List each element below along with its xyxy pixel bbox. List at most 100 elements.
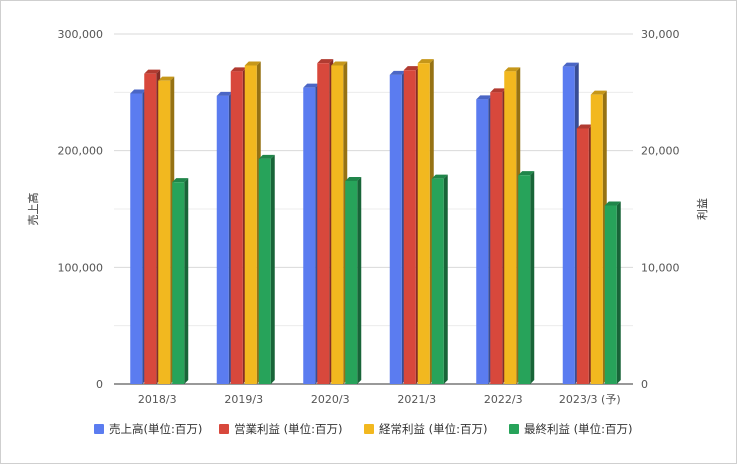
legend-swatch: [219, 424, 229, 434]
bar-face: [389, 74, 402, 384]
bar-face: [230, 71, 243, 384]
legend-swatch: [364, 424, 374, 434]
left-tick-label: 200,000: [58, 145, 104, 158]
bar-top: [576, 124, 593, 129]
bar: [476, 95, 493, 384]
bar: [431, 174, 448, 384]
bar-face: [130, 93, 143, 384]
bar-face: [216, 95, 229, 384]
legend-label: 営業利益 (単位:百万): [234, 422, 343, 436]
bar: [172, 178, 189, 384]
bar: [230, 67, 247, 384]
bar: [403, 66, 420, 385]
left-axis-ticks: 0 100,000 200,000 300,000: [58, 28, 104, 391]
bar-top: [403, 66, 420, 71]
legend-swatch: [509, 424, 519, 434]
legend-label: 売上高(単位:百万): [109, 422, 202, 436]
bar-face: [244, 65, 257, 384]
bar-top: [158, 76, 175, 81]
category-label: 2021/3: [397, 393, 436, 406]
bar-top: [417, 59, 434, 64]
bar: [345, 177, 362, 384]
bar-face: [476, 99, 489, 384]
bar-top: [345, 177, 362, 181]
bar-top: [172, 178, 189, 183]
right-tick-label: 20,000: [641, 145, 680, 158]
bar: [576, 124, 593, 384]
legend-label: 経常利益 (単位:百万): [379, 422, 488, 436]
bar-top: [130, 89, 147, 94]
bar-top: [317, 59, 334, 64]
category-label: 2018/3: [138, 393, 177, 406]
bar-face: [331, 65, 344, 384]
bar-top: [604, 201, 621, 206]
bar: [417, 59, 434, 385]
bar-face: [504, 71, 517, 384]
bar: [590, 90, 607, 385]
bar-face: [490, 92, 503, 384]
bar-face: [158, 80, 171, 385]
category-label: 2020/3: [311, 393, 350, 406]
bar-top: [518, 171, 535, 176]
bar: [331, 61, 348, 384]
bar-face: [590, 94, 603, 385]
category-label: 2023/3 (予): [559, 393, 621, 406]
legend-swatch: [94, 424, 104, 434]
bar-face: [403, 70, 416, 385]
bar-face: [576, 128, 589, 384]
bar: [130, 89, 147, 384]
left-tick-label: 100,000: [58, 261, 104, 274]
bars: [130, 59, 621, 385]
legend-item: 営業利益 (単位:百万): [219, 422, 343, 436]
bar: [562, 62, 579, 385]
bar-side: [616, 201, 621, 384]
bar-side: [530, 171, 535, 384]
right-axis-ticks: 0 10,000 20,000 30,000: [641, 28, 680, 391]
bar-top: [258, 154, 275, 159]
left-axis-title: 売上高: [26, 193, 40, 226]
bar-top: [431, 174, 448, 179]
bar-face: [258, 158, 271, 384]
bar: [518, 171, 535, 384]
left-tick-label: 300,000: [58, 28, 104, 41]
right-tick-label: 30,000: [641, 28, 680, 41]
bar: [244, 61, 261, 384]
right-axis-title: 利益: [695, 198, 709, 220]
legend-item: 最終利益 (単位:百万): [509, 422, 633, 436]
bar-top: [476, 95, 493, 100]
bar: [504, 67, 521, 384]
bar-top: [389, 70, 406, 75]
legend: 売上高(単位:百万) 営業利益 (単位:百万) 経常利益 (単位:百万) 最終利益 (…: [94, 422, 633, 436]
bar: [389, 70, 406, 384]
bar-face: [431, 178, 444, 384]
bar: [303, 83, 320, 385]
bar: [258, 154, 275, 384]
bar: [216, 91, 233, 384]
bar-face: [144, 73, 157, 385]
bar-face: [345, 181, 358, 384]
bar: [144, 69, 161, 385]
bar-face: [172, 182, 185, 384]
legend-item: 売上高(単位:百万): [94, 422, 202, 436]
bar-top: [303, 83, 320, 88]
legend-label: 最終利益 (単位:百万): [524, 422, 633, 436]
bar-top: [590, 90, 607, 95]
bar-top: [490, 88, 507, 93]
bar-face: [562, 66, 575, 385]
bar-side: [270, 154, 275, 384]
bar-top: [216, 91, 233, 96]
gridlines: [114, 33, 633, 385]
bar-side: [184, 178, 189, 384]
category-label: 2019/3: [224, 393, 263, 406]
bar-top: [144, 69, 161, 74]
bar-face: [417, 63, 430, 385]
bar: [317, 59, 334, 385]
bar-face: [317, 63, 330, 385]
right-tick-label: 0: [641, 378, 648, 391]
bar-top: [562, 62, 579, 67]
bar-side: [357, 177, 362, 384]
right-tick-label: 10,000: [641, 261, 680, 274]
bar-top: [230, 67, 247, 72]
bar-side: [443, 174, 448, 384]
